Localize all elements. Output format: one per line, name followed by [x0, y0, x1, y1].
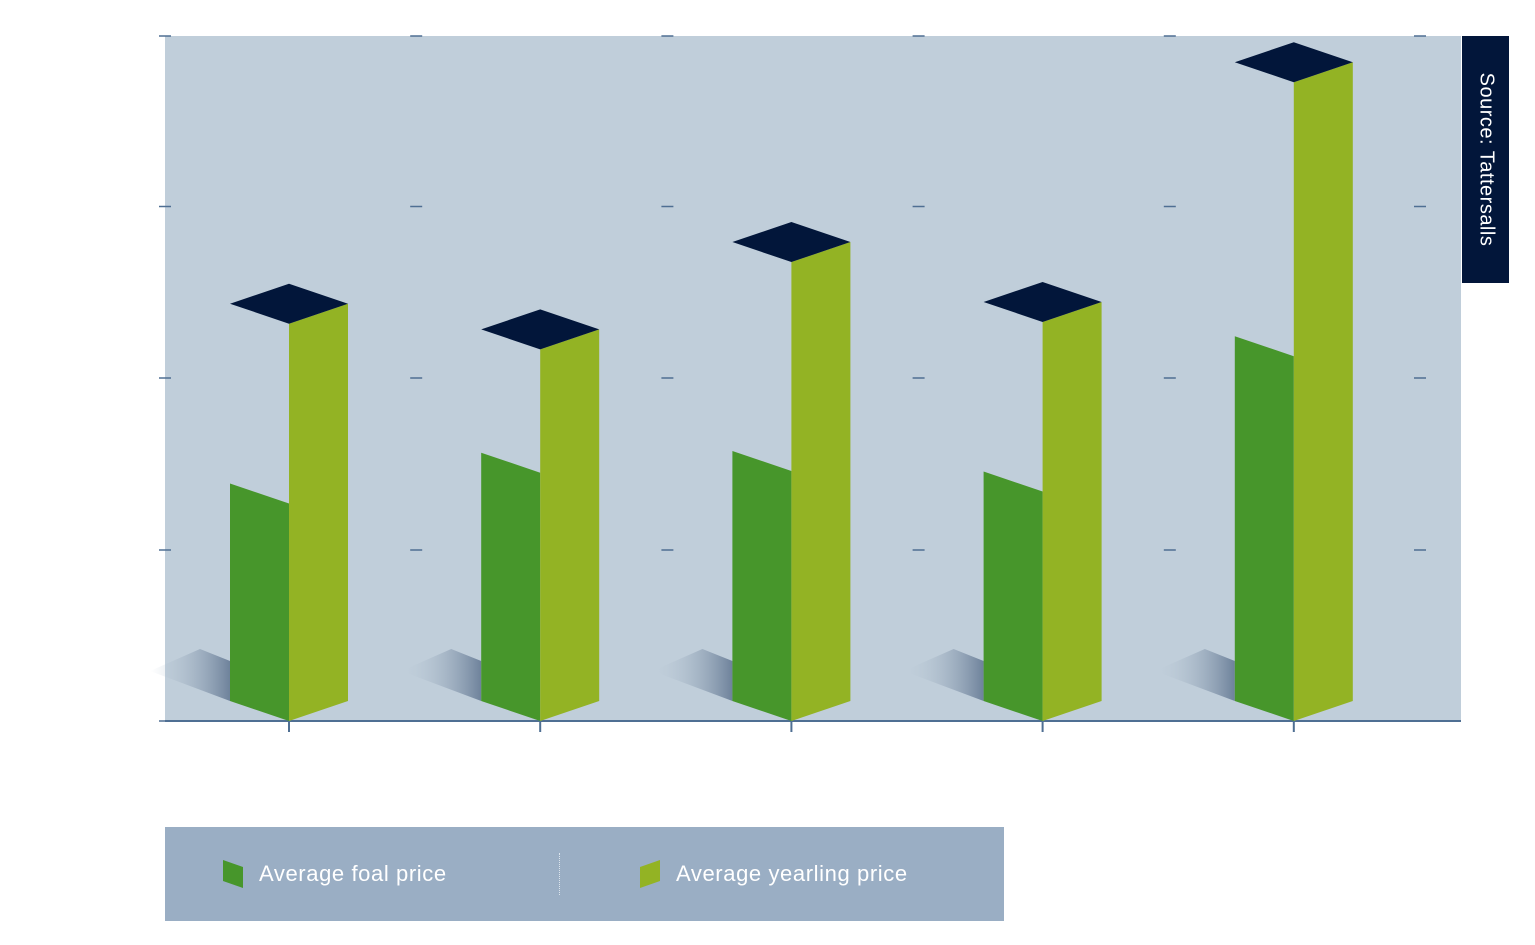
yearling-bar-4 [1293, 62, 1353, 722]
bar-cap-1 [481, 309, 600, 350]
yearling-bar-2 [791, 242, 851, 722]
bar-shadow-0 [150, 649, 230, 701]
legend-label-foal: Average foal price [259, 861, 447, 886]
bar-cap-3 [983, 281, 1102, 322]
bar-cap-2 [732, 222, 851, 263]
foal-bar-0 [230, 483, 289, 721]
legend-label-yearling: Average yearling price [676, 861, 908, 886]
yearling-bar-0 [289, 303, 348, 721]
bar-shadow-2 [652, 649, 733, 701]
bar-shadow-1 [401, 649, 482, 701]
foal-bar-1 [481, 452, 541, 721]
bar-shadows [150, 649, 1235, 701]
foal-bar-2 [732, 450, 792, 721]
legend-divider [559, 853, 560, 895]
source-label: Source: Tattersalls [1475, 72, 1497, 247]
bar-shadow-4 [1154, 649, 1235, 701]
bar-shadow-3 [903, 649, 984, 701]
yearling-swatch-icon [640, 860, 660, 888]
bar-cap-0 [230, 283, 348, 324]
bars [230, 42, 1353, 732]
yearling-bar-1 [540, 329, 600, 721]
foal-bar-4 [1234, 336, 1294, 721]
yearling-bar-3 [1042, 301, 1102, 721]
foal-swatch-icon [223, 860, 243, 888]
foal-bar-3 [983, 471, 1043, 721]
legend-item-foal: Average foal price [223, 827, 447, 921]
legend: Average foal price Average yearling pric… [165, 827, 1004, 921]
source-tab: Source: Tattersalls [1462, 36, 1509, 283]
bar-cap-4 [1234, 42, 1353, 83]
legend-item-yearling: Average yearling price [640, 827, 908, 921]
